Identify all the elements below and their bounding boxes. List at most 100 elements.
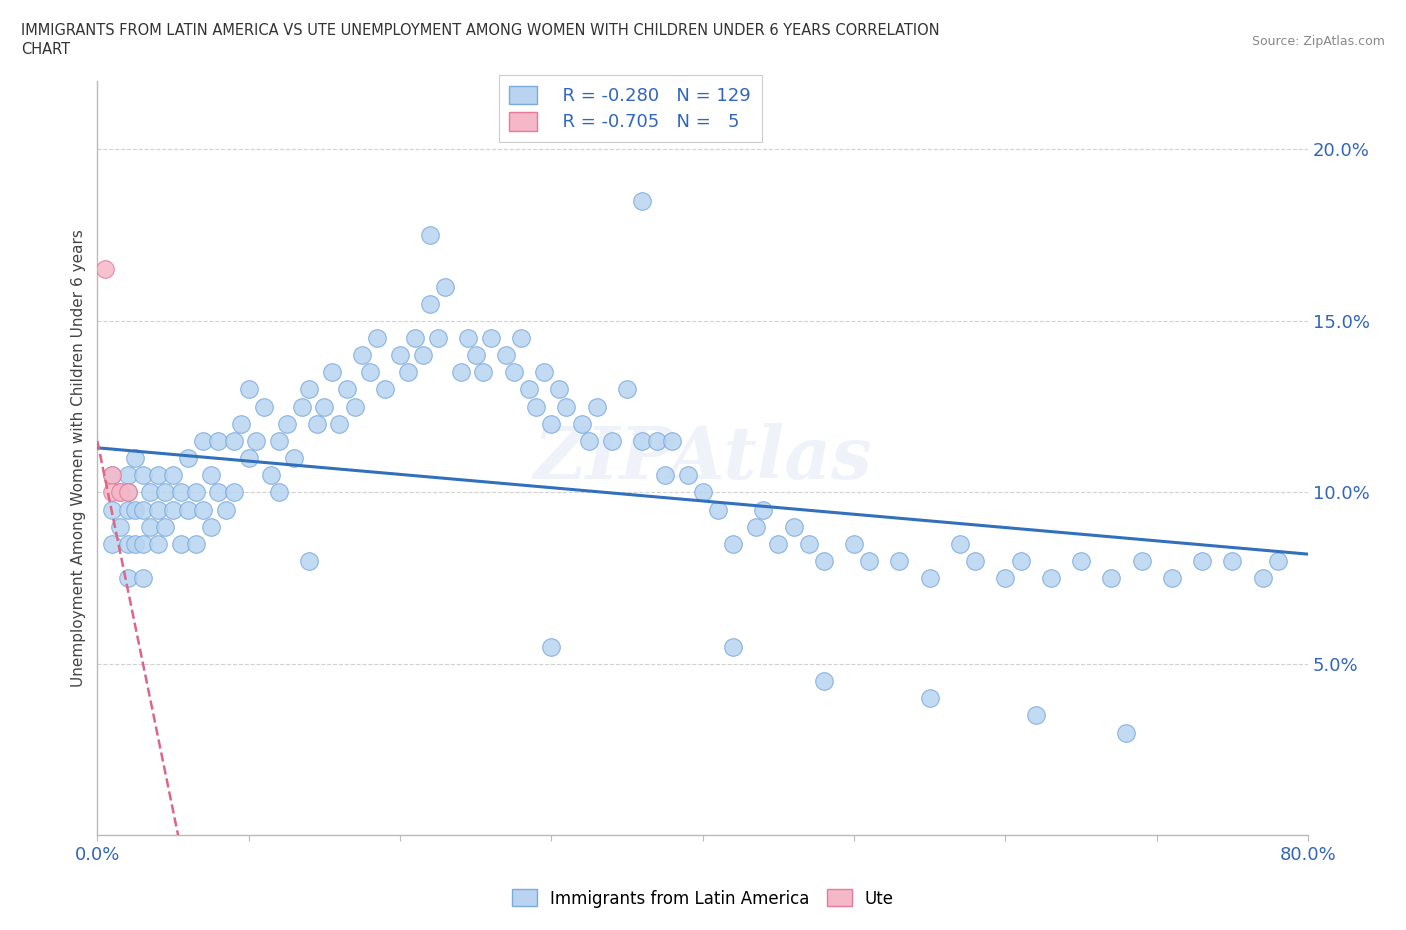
Point <box>1099 571 1122 586</box>
Point <box>524 399 547 414</box>
Point <box>374 382 396 397</box>
Point <box>162 502 184 517</box>
Point <box>139 519 162 534</box>
Point <box>631 433 654 448</box>
Point <box>495 348 517 363</box>
Point <box>117 571 139 586</box>
Point <box>540 417 562 432</box>
Point <box>419 228 441 243</box>
Point <box>571 417 593 432</box>
Point <box>1251 571 1274 586</box>
Point <box>101 468 124 483</box>
Point <box>645 433 668 448</box>
Point <box>298 382 321 397</box>
Point <box>314 399 336 414</box>
Point <box>132 502 155 517</box>
Point <box>721 639 744 654</box>
Point <box>768 537 790 551</box>
Point <box>222 433 245 448</box>
Point <box>117 485 139 499</box>
Point <box>298 553 321 568</box>
Text: ZIPAtlas: ZIPAtlas <box>533 422 872 494</box>
Point <box>918 691 941 706</box>
Point <box>132 571 155 586</box>
Point <box>540 639 562 654</box>
Point <box>283 451 305 466</box>
Point <box>813 553 835 568</box>
Point <box>207 485 229 499</box>
Point <box>752 502 775 517</box>
Point <box>426 330 449 345</box>
Text: Source: ZipAtlas.com: Source: ZipAtlas.com <box>1251 35 1385 48</box>
Text: IMMIGRANTS FROM LATIN AMERICA VS UTE UNEMPLOYMENT AMONG WOMEN WITH CHILDREN UNDE: IMMIGRANTS FROM LATIN AMERICA VS UTE UNE… <box>21 23 939 38</box>
Legend: Immigrants from Latin America, Ute: Immigrants from Latin America, Ute <box>506 883 900 914</box>
Point <box>419 297 441 312</box>
Point <box>600 433 623 448</box>
Point <box>994 571 1017 586</box>
Point <box>117 502 139 517</box>
Point <box>965 553 987 568</box>
Point <box>889 553 911 568</box>
Y-axis label: Unemployment Among Women with Children Under 6 years: Unemployment Among Women with Children U… <box>72 229 86 687</box>
Point <box>101 485 124 499</box>
Point <box>797 537 820 551</box>
Point <box>193 433 215 448</box>
Point <box>457 330 479 345</box>
Point <box>101 537 124 551</box>
Point <box>1267 553 1289 568</box>
Point <box>132 537 155 551</box>
Point <box>434 279 457 294</box>
Point <box>162 468 184 483</box>
Point <box>578 433 600 448</box>
Point <box>200 519 222 534</box>
Point <box>193 502 215 517</box>
Point <box>238 451 260 466</box>
Point <box>124 502 146 517</box>
Point <box>533 365 555 379</box>
Point <box>146 468 169 483</box>
Point <box>654 468 676 483</box>
Point <box>676 468 699 483</box>
Point <box>177 502 200 517</box>
Point <box>692 485 714 499</box>
Point <box>169 537 191 551</box>
Point <box>585 399 607 414</box>
Point <box>464 348 486 363</box>
Point <box>184 485 207 499</box>
Point <box>548 382 571 397</box>
Point <box>1039 571 1062 586</box>
Point <box>155 519 177 534</box>
Point <box>184 537 207 551</box>
Point <box>707 502 730 517</box>
Point <box>124 537 146 551</box>
Point <box>139 485 162 499</box>
Point <box>101 468 124 483</box>
Point <box>108 519 131 534</box>
Legend:   R = -0.280   N = 129,   R = -0.705   N =   5: R = -0.280 N = 129, R = -0.705 N = 5 <box>499 74 762 142</box>
Point <box>117 468 139 483</box>
Point <box>1010 553 1032 568</box>
Point <box>336 382 359 397</box>
Point <box>146 537 169 551</box>
Point <box>782 519 804 534</box>
Point <box>472 365 495 379</box>
Point <box>108 485 131 499</box>
Point <box>949 537 972 551</box>
Point <box>396 365 419 379</box>
Point <box>222 485 245 499</box>
Point <box>124 451 146 466</box>
Point <box>94 262 117 277</box>
Point <box>146 502 169 517</box>
Point <box>366 330 388 345</box>
Point <box>502 365 524 379</box>
Point <box>108 485 131 499</box>
Point <box>328 417 350 432</box>
Point <box>450 365 472 379</box>
Point <box>517 382 540 397</box>
Point <box>1160 571 1182 586</box>
Point <box>1070 553 1092 568</box>
Point <box>1222 553 1244 568</box>
Point <box>661 433 683 448</box>
Point <box>321 365 343 379</box>
Point <box>177 451 200 466</box>
